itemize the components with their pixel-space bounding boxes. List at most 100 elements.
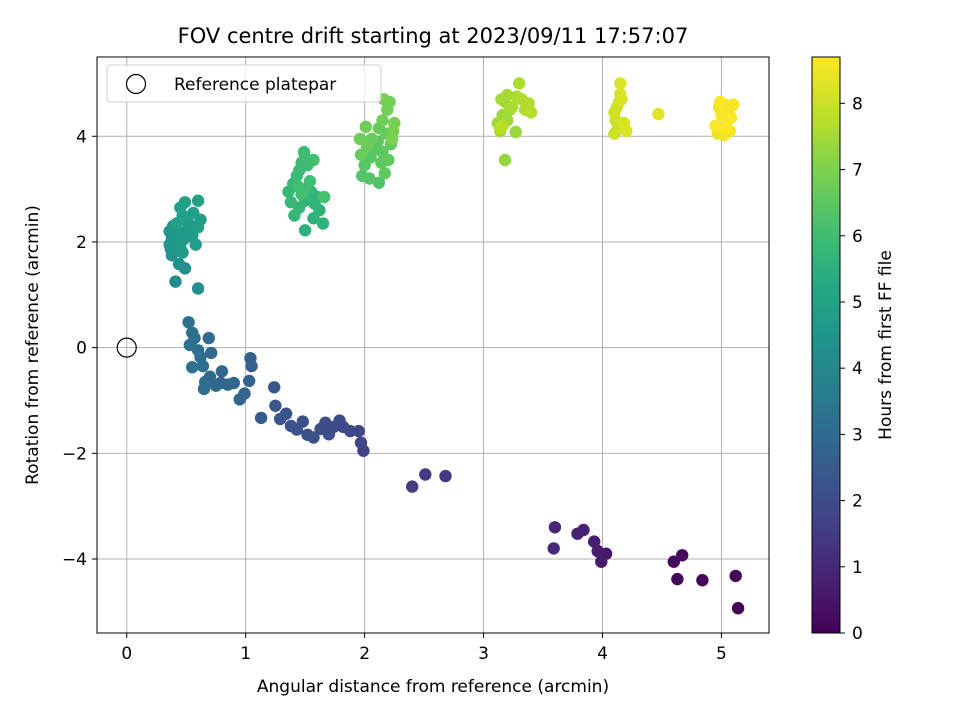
scatter-point [245,359,258,373]
colorbar-tick-label: 6 [852,227,863,247]
scatter-point [595,555,608,568]
scatter-point [297,145,311,159]
scatter-point [614,87,627,101]
chart-title: FOV centre drift starting at 2023/09/11 … [178,24,689,48]
colorbar-tick-label: 1 [852,558,863,578]
scatter-point [301,428,314,441]
scatter-point [307,153,320,167]
scatter-point [667,555,680,568]
scatter-point [729,569,742,583]
scatter-point [372,176,386,189]
y-tick-label: 0 [76,339,87,359]
scatter-point [191,194,205,207]
scatter-point [676,549,689,562]
scatter-point [419,468,432,481]
scatter-point [284,419,298,433]
x-tick-label: 3 [478,644,489,664]
scatter-point [353,132,367,146]
scatter-point [186,361,199,374]
scatter-point [316,217,330,230]
scatter-point [233,393,246,406]
scatter-point [571,527,584,540]
scatter-point [291,180,305,193]
scatter-point [354,436,368,449]
scatter-point [376,114,389,127]
scatter-point [501,88,514,102]
scatter-point [509,125,522,139]
scatter-point [254,411,268,425]
x-tick-label: 5 [716,644,727,664]
scatter-point [269,399,282,412]
colorbar-tick-label: 0 [852,624,863,644]
scatter-point [189,238,202,251]
scatter-point [524,106,538,119]
scatter-point [183,338,196,352]
colorbar-tick-label: 4 [852,359,863,379]
scatter-point [727,98,740,111]
scatter-point [205,346,218,360]
scatter-point [547,542,560,555]
scatter-point [498,153,512,167]
scatter-points [163,77,745,615]
scatter-point [284,196,298,209]
colorbar-tick-label: 7 [852,161,863,181]
scatter-point [671,572,684,586]
scatter-point [274,412,287,426]
scatter-point [288,209,301,222]
scatter-point [354,148,368,161]
scatter-point [591,544,604,558]
scatter-point [176,209,189,222]
y-axis-ticks: −4 −2 0 2 4 [62,127,97,570]
scatter-point [318,190,331,204]
scatter-point [505,101,519,114]
scatter-point [513,77,526,90]
scatter-point [243,374,256,388]
scatter-point [714,95,727,109]
x-axis-label: Angular distance from reference (arcmin) [257,677,609,697]
y-tick-label: −2 [62,444,87,464]
y-tick-label: 4 [76,127,87,147]
scatter-point [696,574,709,587]
scatter-point [406,480,419,493]
y-axis-label: Rotation from reference (arcmin) [23,205,43,485]
scatter-point [215,365,229,378]
scatter-point [614,77,627,90]
scatter-point [620,124,633,138]
scatter-point [176,246,189,259]
colorbar-tick-label: 5 [852,293,863,313]
scatter-point [202,331,215,345]
scatter-point [172,257,186,271]
scatter-point [356,169,369,183]
legend: Reference platepar [106,64,382,103]
scatter-point [268,381,281,394]
reference-marker [116,337,137,358]
scatter-point [385,132,399,146]
scatter-point [182,316,195,329]
y-tick-label: −4 [62,550,87,570]
scatter-point [382,153,395,167]
scatter-point [186,326,199,339]
scatter-point [652,107,665,121]
scatter-point [169,275,182,288]
scatter-point [191,282,205,295]
scatter-point [720,122,733,135]
colorbar-label: Hours from first FF file [876,250,896,440]
scatter-point [494,122,507,135]
colorbar-tick-label: 3 [852,425,863,445]
scatter-point [378,167,391,180]
x-tick-label: 2 [359,644,370,664]
colorbar [811,56,841,634]
x-tick-label: 1 [240,644,251,664]
legend-marker-icon [125,73,147,95]
scatter-point [731,602,745,615]
x-axis-ticks: 0 1 2 3 4 5 [121,633,727,664]
scatter-point [709,119,722,132]
colorbar-tick-label: 8 [852,94,863,114]
scatter-point [298,224,312,237]
x-tick-label: 0 [121,644,132,664]
colorbar-ticks: 0 1 2 3 4 5 6 7 8 [840,94,863,644]
scatter-point [197,382,211,396]
legend-entry: Reference platepar [174,75,336,95]
scatter-point [588,535,601,548]
